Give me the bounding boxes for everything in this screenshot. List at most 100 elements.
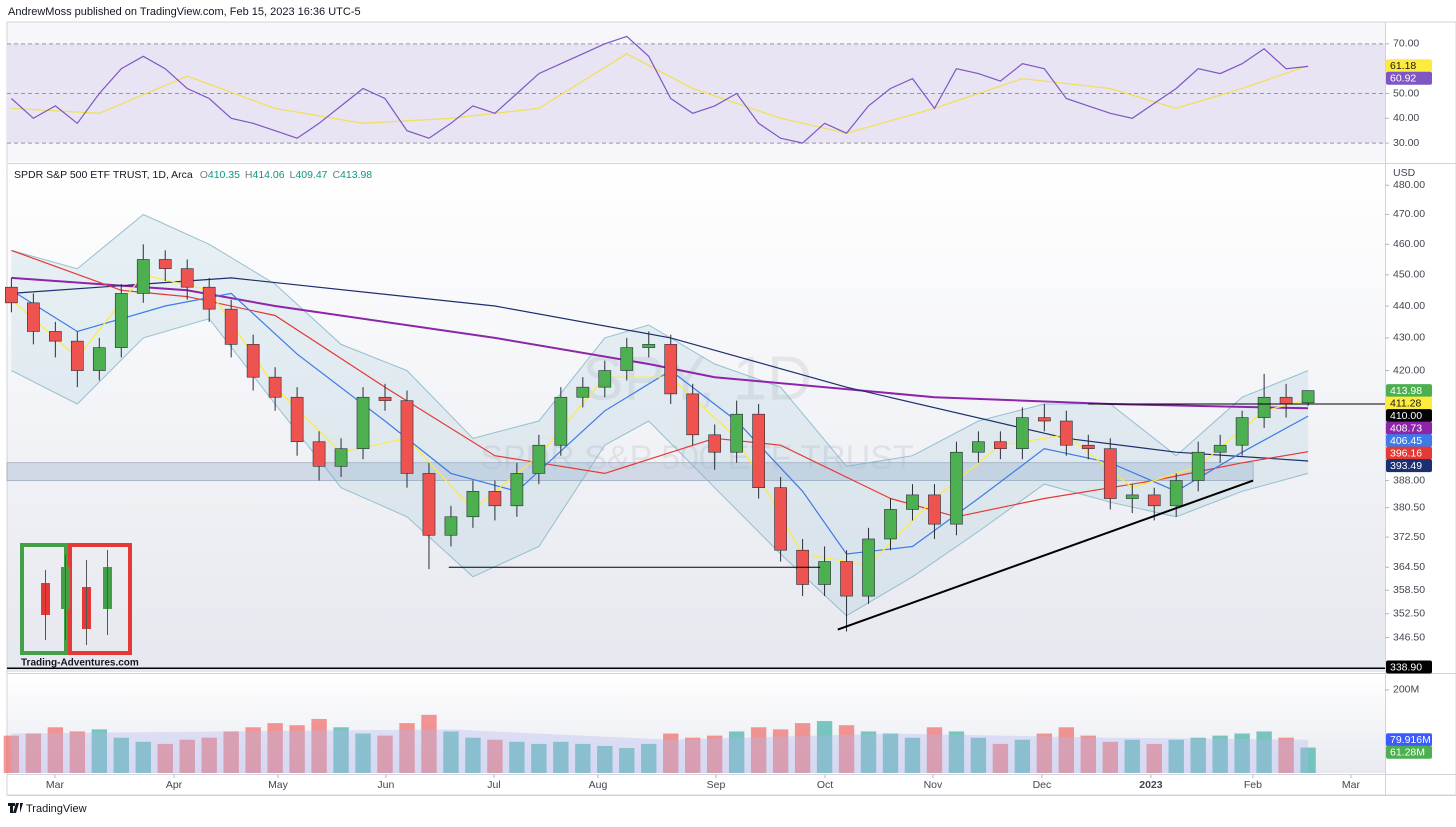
- candle-body: [466, 491, 480, 518]
- candle-body: [994, 441, 1007, 450]
- y-tick-label: 460.00: [1393, 238, 1425, 250]
- legend-value: 413.98: [340, 169, 372, 181]
- x-tick-label: Jun: [377, 779, 394, 791]
- price-tag: [1386, 446, 1432, 460]
- price-tag-label: 410.00: [1390, 410, 1422, 422]
- candle-body: [840, 561, 853, 597]
- y-tick-label: 380.50: [1393, 501, 1425, 513]
- candle-body: [49, 331, 62, 342]
- moving-average: [11, 276, 1309, 410]
- x-tick-label: Aug: [589, 779, 608, 791]
- volume-bar: [355, 733, 371, 773]
- candle-body: [136, 259, 150, 294]
- volume-bar: [860, 731, 877, 773]
- candle-body: [950, 451, 963, 525]
- price-tag: [1386, 384, 1432, 398]
- volume-bar: [201, 737, 217, 773]
- y-tick-label: 50.00: [1393, 87, 1419, 99]
- x-tick-label: Sep: [707, 779, 726, 791]
- volume-bar: [926, 727, 943, 773]
- volume-bar: [91, 729, 107, 773]
- logo-text: Trading-Adventures.com: [21, 658, 139, 669]
- volume-bar: [641, 743, 657, 773]
- candle-body: [422, 473, 436, 536]
- x-tick-label: Nov: [924, 779, 943, 791]
- volume-bar: [531, 743, 547, 773]
- x-tick-label: Jul: [487, 779, 500, 791]
- candle-body: [862, 538, 875, 597]
- volume-bar: [179, 739, 195, 773]
- y-tick-label: 420.00: [1393, 364, 1425, 376]
- volume-bar: [553, 741, 569, 773]
- candle-body: [1103, 448, 1117, 499]
- price-tag: [1386, 396, 1432, 410]
- candle-body: [642, 344, 656, 348]
- volume-bar: [333, 727, 349, 773]
- candle-body: [906, 494, 919, 510]
- candle-body: [774, 487, 787, 551]
- price-tag: [1386, 421, 1432, 435]
- rsi-layer: [7, 35, 1385, 144]
- candle-body: [576, 386, 590, 398]
- y-tick-label: 430.00: [1393, 332, 1425, 344]
- price-tag-label: 79.916M: [1390, 734, 1431, 746]
- x-tick-label: Oct: [817, 779, 833, 791]
- volume-bar: [1300, 747, 1316, 773]
- candle-body: [1191, 451, 1205, 481]
- volume-bar: [1058, 727, 1075, 773]
- rsi-ma-line: [11, 53, 1309, 134]
- legend-label: C: [332, 169, 340, 181]
- candle-body: [752, 413, 765, 489]
- y-tick-label: 40.00: [1393, 112, 1419, 124]
- price-tag: [1386, 733, 1432, 747]
- volume-bar: [1190, 737, 1206, 773]
- volume-bar: [882, 733, 899, 773]
- legend-label: L: [290, 169, 296, 181]
- price-tag: [1386, 745, 1432, 759]
- volume-bar: [69, 731, 86, 773]
- candle-body: [510, 473, 524, 507]
- candle-body: [224, 308, 238, 345]
- footer-brand[interactable]: TradingView: [26, 803, 87, 815]
- publish-header: AndrewMoss published on TradingView.com,…: [8, 6, 361, 18]
- candle-body: [114, 293, 128, 348]
- currency-label: USD: [1393, 167, 1416, 179]
- footer-logo: [8, 803, 23, 813]
- price-tag: [1386, 660, 1432, 674]
- y-tick-label: 70.00: [1393, 38, 1419, 50]
- candle-body: [356, 396, 370, 450]
- candle-body: [1081, 444, 1095, 450]
- y-tick-label: 358.50: [1393, 584, 1425, 596]
- candle-body: [708, 434, 722, 453]
- volume-bar: [1168, 739, 1184, 773]
- x-tick-label: Feb: [1244, 779, 1262, 791]
- candle-body: [488, 491, 502, 507]
- y-tick-label: 470.00: [1393, 208, 1425, 220]
- candle-body: [730, 413, 744, 453]
- volume-bar: [245, 727, 261, 773]
- candle-body: [1235, 417, 1249, 446]
- volume-bar: [619, 748, 635, 773]
- volume-bar: [706, 735, 723, 773]
- volume-bar: [948, 731, 965, 773]
- candle-body: [884, 509, 897, 540]
- price-tag-label: 393.49: [1390, 460, 1422, 472]
- candle-body: [1279, 396, 1293, 405]
- candle-body: [1059, 420, 1073, 446]
- price-tag: [1386, 459, 1432, 473]
- volume-bar: [1256, 731, 1272, 773]
- volume-bar: [772, 729, 789, 773]
- price-tag-label: 408.73: [1390, 422, 1422, 434]
- moving-average: [11, 277, 1309, 462]
- candle-body: [70, 340, 84, 371]
- candle-body: [1038, 417, 1051, 422]
- price-tag-label: 61.28M: [1390, 747, 1425, 759]
- y-tick-label: 30.00: [1393, 137, 1419, 149]
- volume-bar: [1014, 739, 1031, 773]
- volume-bar: [465, 737, 481, 773]
- volume-bar: [992, 743, 1009, 773]
- price-tag-label: 60.92: [1390, 73, 1416, 85]
- price-tag-label: 406.45: [1390, 435, 1422, 447]
